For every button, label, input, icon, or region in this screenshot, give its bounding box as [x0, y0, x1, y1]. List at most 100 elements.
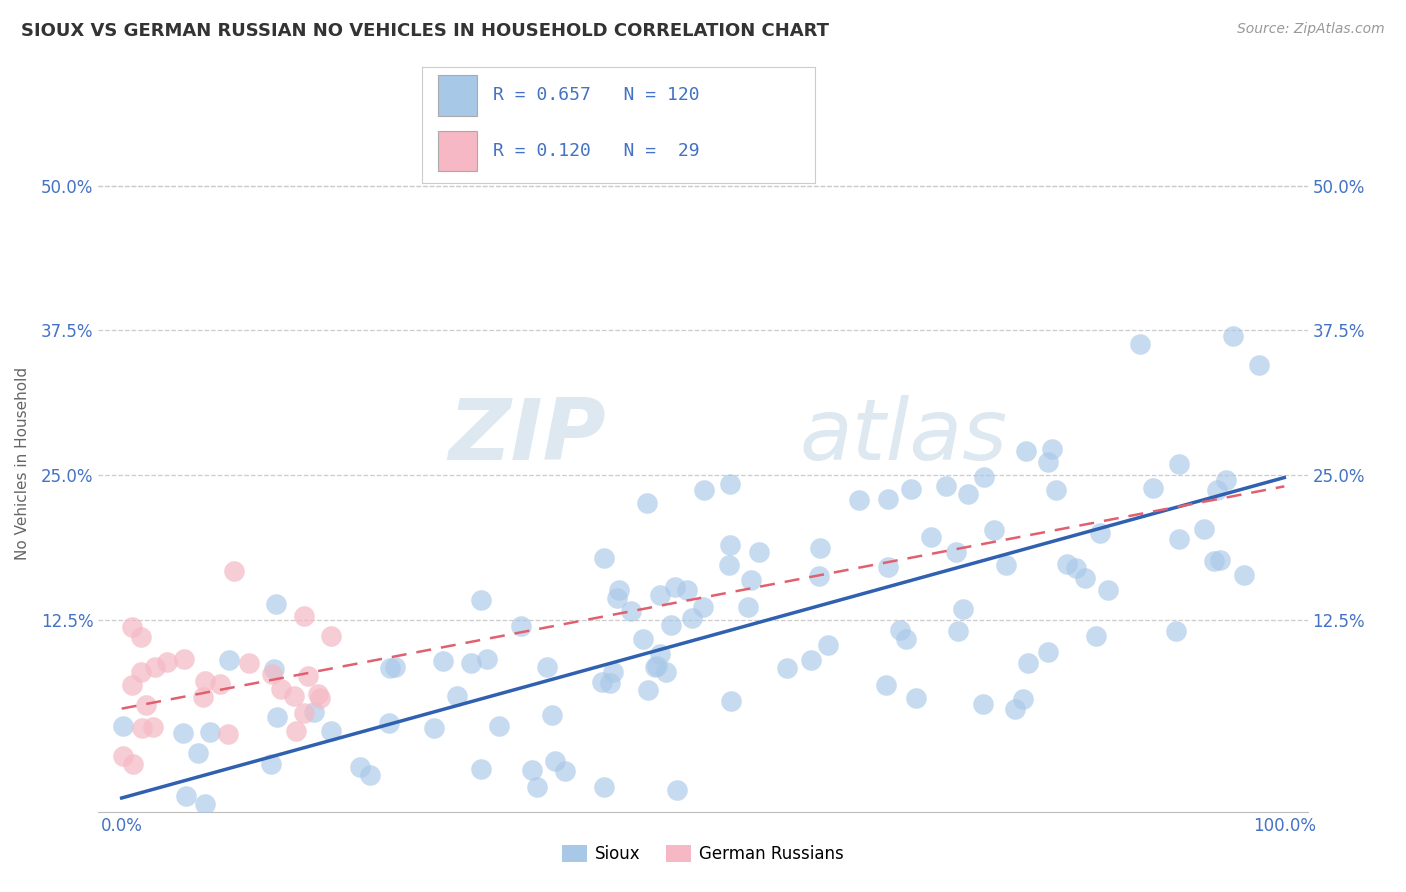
Point — [817, 639, 839, 653]
Point — [904, 691, 927, 706]
Point — [1232, 567, 1254, 582]
Point — [510, 619, 533, 633]
Point — [1066, 561, 1088, 575]
Point — [475, 652, 498, 666]
Point — [121, 620, 143, 634]
Point — [1056, 557, 1078, 571]
Point — [285, 724, 308, 739]
Point — [536, 659, 558, 673]
Point — [270, 847, 292, 862]
Point — [718, 476, 741, 491]
Point — [446, 690, 468, 704]
Point — [488, 719, 510, 733]
Point — [1074, 571, 1097, 585]
Point — [718, 538, 741, 552]
Point — [776, 661, 799, 675]
Point — [292, 706, 315, 721]
Point — [1167, 457, 1189, 471]
Point — [238, 657, 260, 671]
Point — [644, 660, 666, 674]
Point — [118, 872, 141, 887]
Point — [187, 746, 209, 760]
Point — [664, 580, 686, 594]
Bar — [437, 75, 477, 116]
Point — [173, 651, 195, 665]
Point — [645, 658, 668, 673]
Point — [218, 653, 240, 667]
Point — [200, 725, 222, 739]
Point — [1194, 522, 1216, 536]
Point — [935, 478, 957, 492]
Point — [526, 780, 548, 795]
Point — [132, 880, 155, 892]
Point — [808, 541, 831, 555]
Point — [636, 496, 658, 510]
Point — [129, 665, 152, 679]
Point — [292, 609, 315, 624]
Point — [432, 852, 454, 866]
Point — [384, 660, 406, 674]
Point — [681, 610, 703, 624]
Text: Source: ZipAtlas.com: Source: ZipAtlas.com — [1237, 22, 1385, 37]
Point — [129, 630, 152, 644]
Point — [920, 530, 942, 544]
Point — [808, 569, 831, 583]
Point — [1011, 691, 1033, 706]
Bar — [437, 130, 477, 171]
Point — [1202, 554, 1225, 568]
Point — [131, 721, 153, 735]
Point — [460, 656, 482, 670]
Point — [748, 545, 770, 559]
Point — [591, 675, 613, 690]
Legend: Sioux, German Russians: Sioux, German Russians — [555, 838, 851, 870]
Point — [1209, 552, 1232, 566]
Point — [1084, 629, 1107, 643]
Point — [737, 600, 759, 615]
Point — [1036, 645, 1059, 659]
Point — [599, 676, 621, 690]
Point — [606, 591, 628, 605]
Point — [945, 545, 967, 559]
Point — [378, 715, 401, 730]
Point — [718, 558, 741, 572]
Point — [194, 673, 217, 688]
Point — [720, 694, 742, 708]
Point — [145, 659, 167, 673]
Point — [266, 710, 288, 724]
Point — [139, 843, 162, 857]
Point — [1015, 444, 1038, 458]
Point — [800, 653, 823, 667]
Point — [270, 681, 292, 696]
Point — [740, 573, 762, 587]
Point — [520, 764, 543, 778]
Point — [1017, 657, 1039, 671]
Point — [593, 780, 616, 794]
Point — [224, 564, 246, 578]
Point — [946, 624, 969, 639]
Point — [648, 648, 671, 662]
Point — [121, 678, 143, 692]
Point — [156, 655, 179, 669]
Point — [260, 757, 283, 772]
Point — [111, 749, 134, 764]
Point — [675, 583, 697, 598]
Point — [650, 588, 672, 602]
Point — [896, 632, 918, 646]
Point — [378, 660, 401, 674]
Point — [470, 762, 492, 776]
Text: SIOUX VS GERMAN RUSSIAN NO VEHICLES IN HOUSEHOLD CORRELATION CHART: SIOUX VS GERMAN RUSSIAN NO VEHICLES IN H… — [21, 22, 830, 40]
Point — [602, 665, 624, 680]
Point — [191, 879, 214, 892]
Point — [194, 797, 217, 811]
Point — [1036, 455, 1059, 469]
Point — [607, 582, 630, 597]
Point — [665, 783, 688, 797]
Point — [952, 602, 974, 616]
Point — [875, 678, 897, 692]
Point — [620, 604, 643, 618]
Point — [260, 666, 283, 681]
Point — [423, 721, 446, 735]
Point — [1205, 483, 1227, 498]
Point — [637, 683, 659, 698]
Y-axis label: No Vehicles in Household: No Vehicles in Household — [15, 368, 30, 560]
